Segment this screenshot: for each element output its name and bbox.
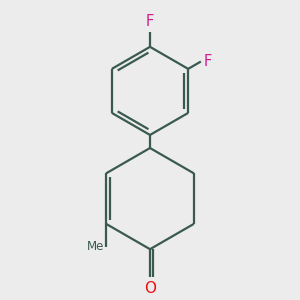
Text: O: O bbox=[144, 281, 156, 296]
Text: Me: Me bbox=[87, 240, 104, 253]
Text: F: F bbox=[146, 14, 154, 29]
Text: F: F bbox=[203, 54, 212, 69]
